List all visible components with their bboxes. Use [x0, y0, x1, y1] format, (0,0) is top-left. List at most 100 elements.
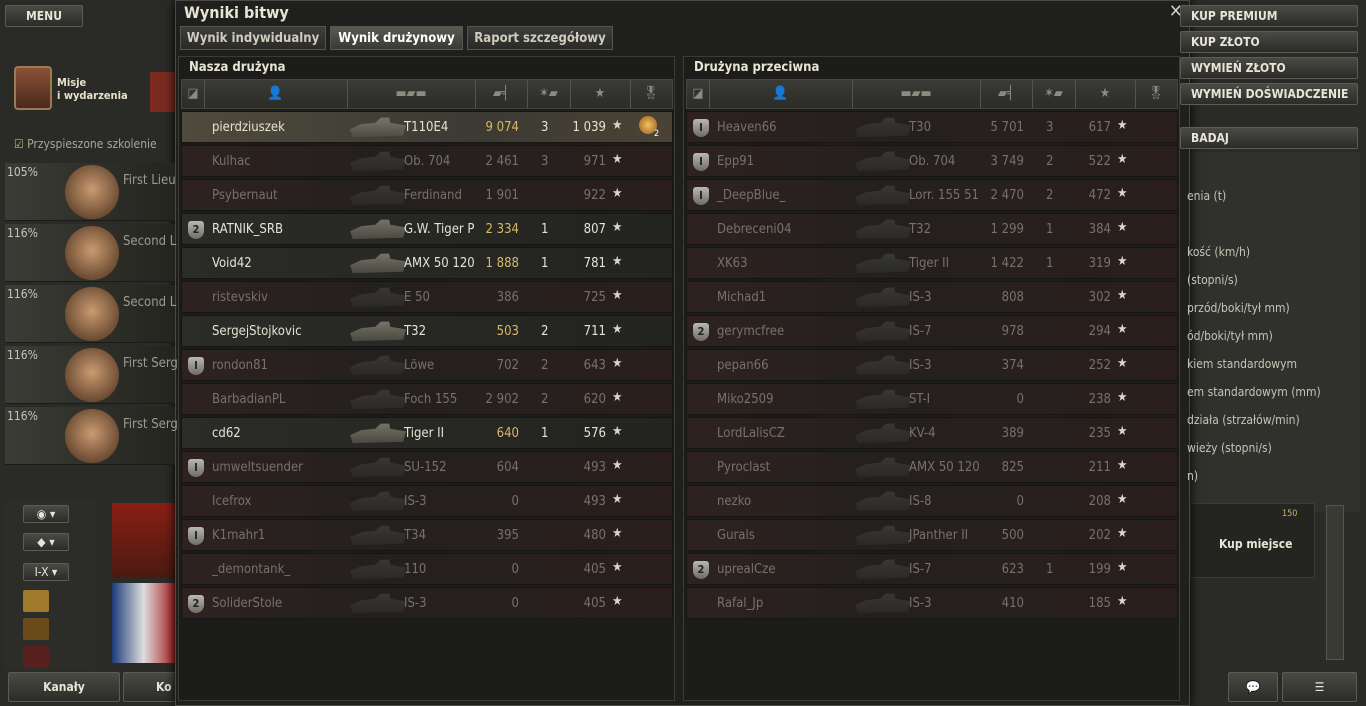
- player-row[interactable]: BarbadianPL Foch 155 2 902 2 620 ★: [181, 383, 673, 415]
- player-row[interactable]: Void42 AMX 50 120 1 888 1 781 ★: [181, 247, 673, 279]
- shop-button[interactable]: KUP ZŁOTO: [1180, 31, 1358, 53]
- column-header-icon[interactable]: ◪: [692, 86, 704, 101]
- menu-label: MENU: [26, 9, 62, 23]
- player-row[interactable]: _demontank_ 110 0 405 ★: [181, 553, 673, 585]
- player-row[interactable]: I Heaven66 T30 5 701 3 617 ★: [686, 111, 1178, 143]
- player-row[interactable]: I K1mahr1 T34 395 480 ★: [181, 519, 673, 551]
- filter-type[interactable]: ◆ ▾: [23, 533, 69, 551]
- crew-member[interactable]: 116% First Serg: [5, 346, 178, 404]
- player-row[interactable]: 2 SoliderStole IS-3 0 405 ★: [181, 587, 673, 619]
- xp: 620: [583, 392, 606, 407]
- results-tab[interactable]: Raport szczegółowy: [467, 26, 613, 50]
- player-row[interactable]: pepan66 IS-3 374 252 ★: [686, 349, 1178, 381]
- player-row[interactable]: 2 gerymcfree IS-7 978 294 ★: [686, 315, 1178, 347]
- tank-name: E 50: [404, 290, 430, 305]
- column-header-icon[interactable]: 👤: [772, 86, 789, 101]
- player-row[interactable]: ristevskiv E 50 386 725 ★: [181, 281, 673, 313]
- medal-icon[interactable]: [639, 116, 657, 134]
- tank-icon: [855, 355, 911, 376]
- chat-button[interactable]: 💬: [1228, 672, 1278, 702]
- column-header-icon[interactable]: ★: [594, 86, 606, 101]
- column-header-icon[interactable]: ▬▰▬: [395, 86, 427, 101]
- crew-member[interactable]: 116% Second L: [5, 224, 176, 282]
- filter-elite[interactable]: [23, 646, 49, 668]
- player-row[interactable]: Psybernaut Ferdinand 1 901 922 ★: [181, 179, 673, 211]
- column-header-icon[interactable]: ✶▰: [539, 86, 558, 101]
- crew-member[interactable]: 116% First Serg: [5, 407, 178, 465]
- crew-portrait: [65, 348, 119, 402]
- channels-button[interactable]: Kanały: [8, 672, 120, 702]
- xp-star: ★: [1117, 594, 1128, 609]
- buy-slot[interactable]: [1190, 503, 1315, 578]
- column-header-icon[interactable]: ▬▰▬: [900, 86, 932, 101]
- window-title: Wyniki bitwy: [184, 3, 289, 22]
- missions-icon[interactable]: [14, 66, 52, 110]
- player-row[interactable]: nezko IS-8 0 208 ★: [686, 485, 1178, 517]
- vehicle-card[interactable]: [112, 583, 175, 663]
- column-header-icon[interactable]: 🎖: [642, 86, 660, 101]
- menu-button[interactable]: MENU: [5, 5, 83, 27]
- filter-tier[interactable]: I-X ▾: [23, 563, 69, 581]
- player-row[interactable]: XK63 Tiger II 1 422 1 319 ★: [686, 247, 1178, 279]
- scroll-arrow[interactable]: [1326, 505, 1344, 660]
- player-row[interactable]: Miko2509 ST-I 0 238 ★: [686, 383, 1178, 415]
- filter-nation[interactable]: ◉ ▾: [23, 505, 69, 523]
- player-row[interactable]: Rafal_Jp IS-3 410 185 ★: [686, 587, 1178, 619]
- damage: 825: [1001, 460, 1024, 475]
- player-row[interactable]: Icefrox IS-3 0 493 ★: [181, 485, 673, 517]
- xp-star: ★: [1117, 152, 1128, 167]
- notifications-button[interactable]: ☰: [1282, 672, 1357, 702]
- column-header-icon[interactable]: ★: [1099, 86, 1111, 101]
- column-header-icon[interactable]: ▰╡: [997, 86, 1015, 101]
- damage: 503: [496, 324, 519, 339]
- player-row[interactable]: SergejStojkovic T32 503 2 711 ★: [181, 315, 673, 347]
- xp: 493: [583, 460, 606, 475]
- missions-line: i wydarzenia: [57, 89, 128, 102]
- xp-star: ★: [1117, 560, 1128, 575]
- shop-button[interactable]: KUP PREMIUM: [1180, 5, 1358, 27]
- player-row[interactable]: Michad1 IS-3 808 302 ★: [686, 281, 1178, 313]
- shop-button[interactable]: WYMIEŃ ZŁOTO: [1180, 57, 1358, 79]
- filter-premium[interactable]: [23, 590, 49, 612]
- column-header-icon[interactable]: ◪: [187, 86, 199, 101]
- player-row[interactable]: I _DeepBlue_ Lorr. 155 51 2 470 2 472 ★: [686, 179, 1178, 211]
- spec-label: em standardowym (mm): [1187, 385, 1321, 399]
- player-row[interactable]: LordLalisCZ KV-4 389 235 ★: [686, 417, 1178, 449]
- crew-member[interactable]: 105% First Lieu: [5, 163, 176, 221]
- results-tab[interactable]: Wynik indywidualny: [180, 26, 326, 50]
- player-row[interactable]: 2 RATNIK_SRB G.W. Tiger P 2 334 1 807 ★: [181, 213, 673, 245]
- column-header-icon[interactable]: 👤: [267, 86, 284, 101]
- shop-button[interactable]: WYMIEŃ DOŚWIADCZENIE: [1180, 83, 1358, 105]
- player-row[interactable]: cd62 Tiger II 640 1 576 ★: [181, 417, 673, 449]
- crew-percent: 116%: [7, 287, 38, 301]
- filter-gold[interactable]: [23, 618, 49, 640]
- vehicle-card[interactable]: [112, 503, 175, 578]
- player-name: rondon81: [212, 358, 268, 373]
- close-button[interactable]: ✕: [1169, 1, 1183, 22]
- contacts-button[interactable]: Ko: [123, 672, 183, 702]
- missions-label[interactable]: Misje i wydarzenia: [57, 76, 128, 102]
- player-row[interactable]: 2 uprealCze IS-7 623 1 199 ★: [686, 553, 1178, 585]
- xp-star: ★: [612, 322, 623, 337]
- tank-icon: [855, 457, 911, 478]
- column-header-icon[interactable]: ✶▰: [1044, 86, 1063, 101]
- research-label: BADAJ: [1191, 131, 1229, 145]
- shop-button-label: WYMIEŃ ZŁOTO: [1191, 61, 1286, 75]
- results-tab[interactable]: Wynik drużynowy: [330, 26, 463, 50]
- player-row[interactable]: pierdziuszek T110E4 9 074 3 1 039 ★ 2: [181, 111, 673, 143]
- player-row[interactable]: Pyroclast AMX 50 120 825 211 ★: [686, 451, 1178, 483]
- player-row[interactable]: Kulhac Ob. 704 2 461 3 971 ★: [181, 145, 673, 177]
- column-header-icon[interactable]: ▰╡: [492, 86, 510, 101]
- crew-member[interactable]: 116% Second L: [5, 285, 176, 343]
- column-header-icon[interactable]: 🎖: [1147, 86, 1165, 101]
- training-label[interactable]: ☑ Przyspieszone szkolenie: [14, 137, 157, 151]
- research-button[interactable]: BADAJ: [1180, 127, 1358, 149]
- player-name: Epp91: [717, 154, 755, 169]
- player-row[interactable]: Gurals JPanther II 500 202 ★: [686, 519, 1178, 551]
- player-row[interactable]: Debreceni04 T32 1 299 1 384 ★: [686, 213, 1178, 245]
- kills: 1: [1046, 562, 1054, 577]
- crew-percent: 105%: [7, 165, 38, 179]
- player-row[interactable]: I Epp91 Ob. 704 3 749 2 522 ★: [686, 145, 1178, 177]
